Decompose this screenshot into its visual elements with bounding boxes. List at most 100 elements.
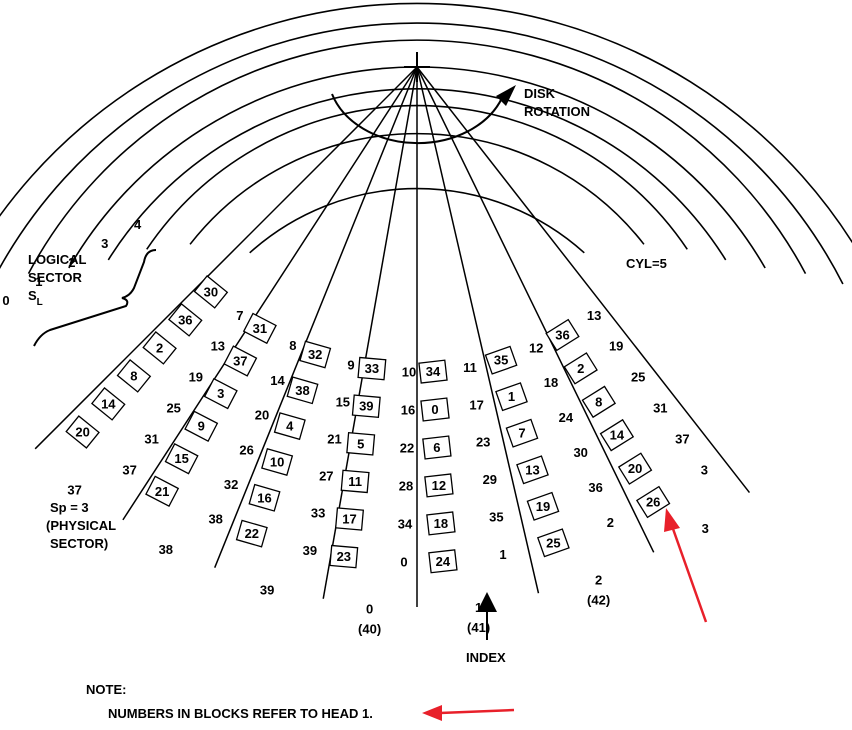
logical-sector-number: 37 bbox=[675, 432, 689, 447]
head-1-sector-number: 10 bbox=[270, 455, 284, 470]
head-1-block bbox=[599, 418, 635, 452]
head-1-sector-number: 14 bbox=[101, 396, 116, 411]
logical-sector-number: 10 bbox=[402, 364, 416, 379]
head-1-block bbox=[505, 418, 539, 448]
sector-spoke bbox=[416, 66, 540, 594]
head-1-block bbox=[484, 345, 518, 375]
logical-sector-number: 35 bbox=[489, 510, 503, 525]
cylinder-rings bbox=[0, 2, 852, 285]
head-1-sector-number: 1 bbox=[508, 389, 515, 404]
head-1-sector-number: 4 bbox=[286, 419, 294, 434]
head-1-block bbox=[235, 519, 268, 548]
head-1-block bbox=[346, 432, 376, 456]
head-1-block bbox=[145, 475, 180, 508]
head-1-sector-number: 2 bbox=[156, 340, 163, 355]
head-1-sector-number: 8 bbox=[595, 394, 602, 409]
logical-sector-number: 33 bbox=[311, 506, 325, 521]
rotation-arrow-icon bbox=[331, 85, 516, 145]
head-1-block bbox=[242, 312, 277, 345]
index-label: INDEX bbox=[466, 650, 506, 665]
head-1-sector-number: 7 bbox=[518, 426, 525, 441]
logical-sector-number: 18 bbox=[544, 375, 558, 390]
note-title: NOTE: bbox=[86, 682, 126, 697]
logical-sector-number: 29 bbox=[483, 472, 497, 487]
logical-sector-number: 28 bbox=[399, 478, 413, 493]
logical-sector-label-2: SECTOR bbox=[28, 270, 83, 285]
physical-sector-alt-number: (42) bbox=[587, 592, 610, 607]
physical-sector-number: 37 bbox=[67, 482, 81, 497]
head-1-block bbox=[351, 394, 381, 418]
logical-sector-number: 23 bbox=[476, 435, 490, 450]
head-1-block bbox=[329, 544, 359, 569]
head-1-sector-number: 18 bbox=[434, 516, 448, 531]
head-1-sector-number: 38 bbox=[295, 383, 309, 398]
logical-sector-number: 2 bbox=[607, 515, 614, 530]
head-1-block bbox=[334, 507, 365, 531]
sector-spoke bbox=[34, 66, 418, 450]
logical-sector-number: 27 bbox=[319, 469, 333, 484]
head-1-sector-number: 11 bbox=[348, 474, 362, 489]
head-1-block bbox=[617, 452, 653, 485]
sector-spoke bbox=[122, 66, 418, 521]
logical-sector-bracket bbox=[33, 249, 157, 347]
head-1-block bbox=[418, 359, 448, 384]
head-1-sector-number: 3 bbox=[217, 386, 224, 401]
head-1-sector-number: 26 bbox=[646, 495, 660, 510]
physical-sector-number: 38 bbox=[159, 542, 173, 557]
logical-sector-symbol: SL bbox=[28, 288, 43, 308]
head-1-sector-number: 20 bbox=[75, 425, 89, 440]
head-1-sector-number: 35 bbox=[494, 353, 508, 368]
sector-spokes bbox=[34, 66, 751, 607]
physical-sector-number: 0 bbox=[366, 601, 373, 616]
head-1-block bbox=[299, 340, 332, 369]
disk-rotation-label-2: ROTATION bbox=[524, 104, 590, 119]
logical-sector-number: 13 bbox=[587, 308, 601, 323]
head-1-block bbox=[248, 483, 281, 512]
head-1-sector-number: 14 bbox=[610, 428, 625, 443]
head-1-sector-number: 37 bbox=[233, 354, 247, 369]
head-1-block bbox=[424, 473, 454, 498]
logical-sector-number: 31 bbox=[653, 401, 667, 416]
logical-sector-number: 19 bbox=[609, 339, 623, 354]
logical-sector-number: 25 bbox=[166, 401, 180, 416]
physical-sector-numbers: 3 2 (42) 1 (41) 0 (40) 39 38 37 bbox=[67, 482, 709, 636]
cylinder-label: 0 bbox=[2, 293, 9, 308]
head-1-block bbox=[273, 412, 306, 441]
logical-sector-number: 19 bbox=[189, 370, 203, 385]
head-1-block bbox=[536, 528, 570, 558]
logical-sector-number: 12 bbox=[529, 340, 543, 355]
head-1-sector-number: 16 bbox=[257, 490, 271, 505]
head-1-sector-number: 20 bbox=[628, 461, 642, 476]
logical-sector-number: 22 bbox=[400, 440, 414, 455]
logical-sector-number: 15 bbox=[336, 394, 350, 409]
head-1-block bbox=[142, 331, 177, 365]
logical-sector-number: 17 bbox=[469, 397, 483, 412]
sp-equation-label: Sp = 3 bbox=[50, 500, 89, 515]
logical-sector-number: 25 bbox=[631, 370, 645, 385]
head-1-block bbox=[428, 549, 458, 574]
logical-sector-number: 14 bbox=[270, 373, 285, 388]
head-1-sector-number: 5 bbox=[357, 436, 364, 451]
head-1-block bbox=[90, 387, 126, 421]
head-1-sector-number: 32 bbox=[308, 347, 322, 362]
head-1-block bbox=[116, 359, 152, 393]
head-1-block bbox=[635, 485, 671, 519]
head-1-block bbox=[495, 382, 528, 412]
head-1-block bbox=[340, 469, 370, 494]
head-1-sector-number: 13 bbox=[525, 462, 539, 477]
head-1-sector-number: 24 bbox=[436, 554, 451, 569]
head-1-block bbox=[261, 448, 294, 476]
head-1-block bbox=[581, 385, 617, 419]
logical-sector-number: 39 bbox=[303, 543, 317, 558]
logical-sector-label: LOGICAL bbox=[28, 252, 87, 267]
head-1-block bbox=[420, 397, 450, 422]
logical-sector-number: 0 bbox=[400, 554, 407, 569]
logical-sector-number: 31 bbox=[144, 432, 158, 447]
physical-sector-number: 3 bbox=[702, 521, 709, 536]
head-1-sector-number: 15 bbox=[174, 451, 188, 466]
head-1-block bbox=[426, 511, 456, 536]
logical-sector-number: 11 bbox=[463, 360, 477, 375]
head-1-block bbox=[545, 318, 580, 352]
